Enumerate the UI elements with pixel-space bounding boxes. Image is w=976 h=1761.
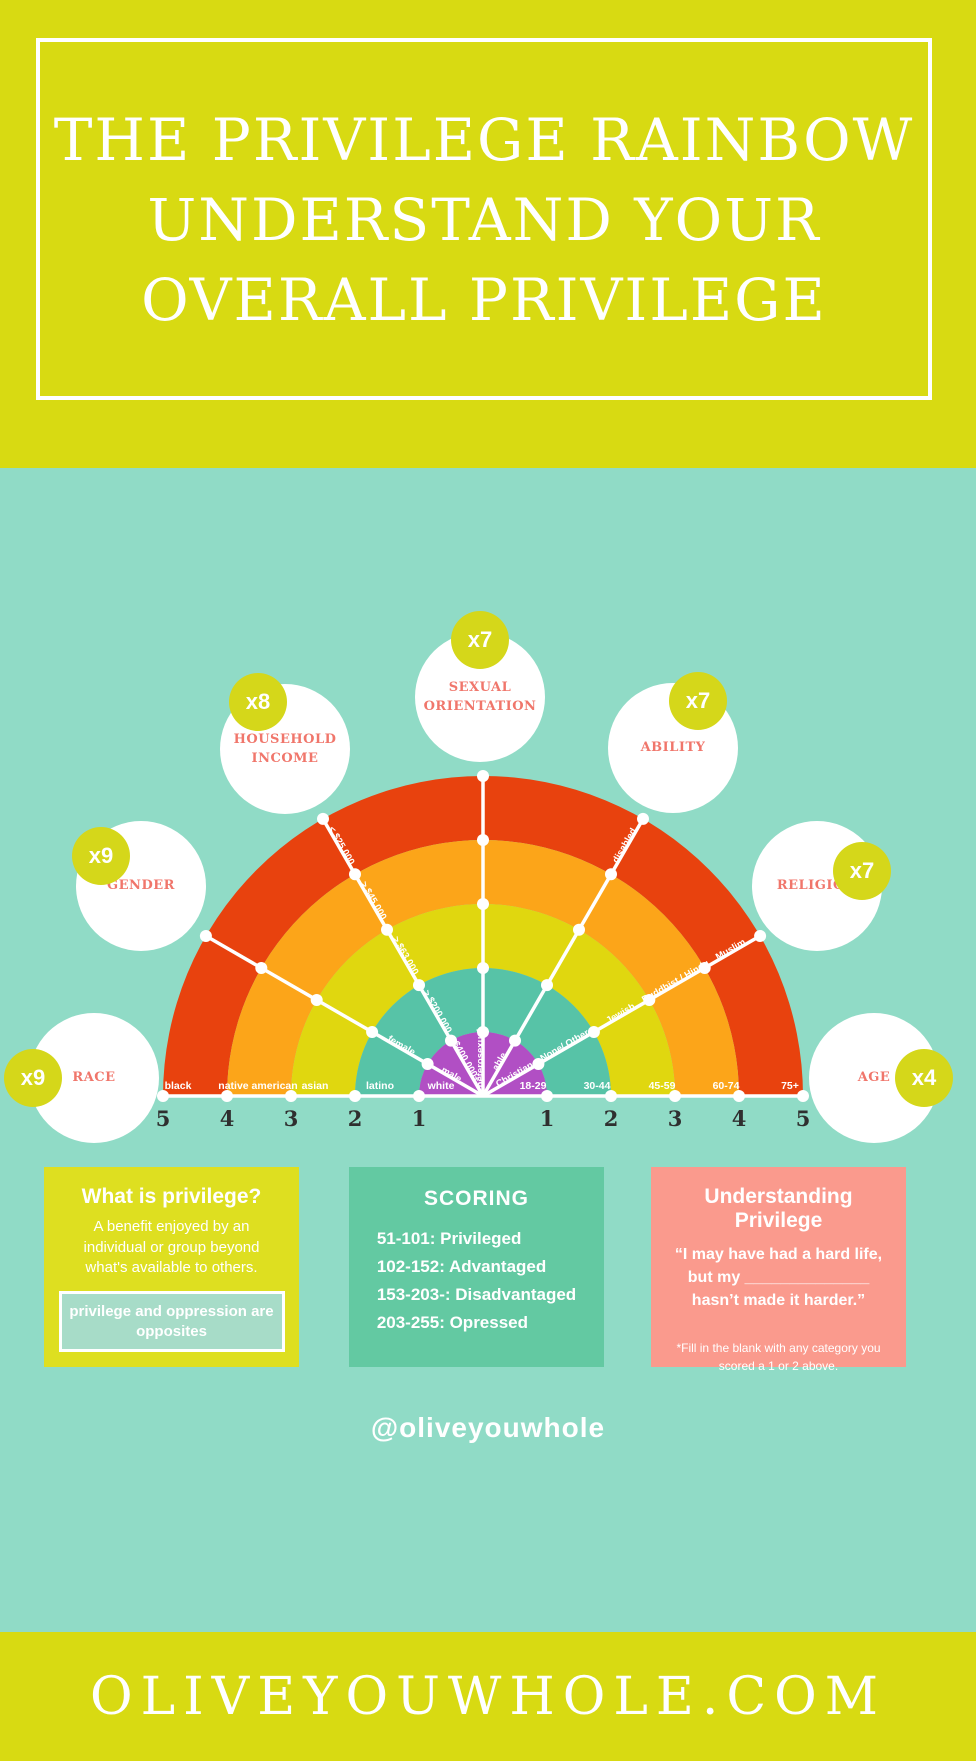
footer-banner: OLIVEYOUWHOLE.COM [0, 1632, 976, 1761]
multiplier-value: x9 [20, 1065, 46, 1090]
multiplier-badge-household-income: x8 [229, 673, 287, 731]
box-title: SCORING [423, 1187, 529, 1210]
understanding-privilege-box: Understanding Privilege “I may have had … [651, 1167, 906, 1373]
privilege-quote: “I may have had a hard life, but my ____… [674, 1246, 883, 1310]
scoring-line: 203-255: Opressed [376, 1313, 529, 1333]
category-label: GENDER [107, 878, 175, 894]
what-is-privilege-box: What is privilege? A benefit enjoyed by … [44, 1167, 299, 1367]
multiplier-badge-religion: x7 [833, 842, 891, 900]
multiplier-value: x4 [911, 1065, 937, 1090]
scoring-box: SCORING 51-101: Privileged 102-152: Adva… [349, 1167, 604, 1367]
scoring-line: 102-152: Advantaged [376, 1257, 547, 1277]
multiplier-badge-ability: x7 [669, 672, 727, 730]
multiplier-badge-gender: x9 [72, 827, 130, 885]
scoring-line: 51-101: Privileged [376, 1229, 522, 1248]
header-banner: THE PRIVILEGE RAINBOW UNDERSTAND YOUR OV… [0, 0, 976, 468]
multiplier-value: x8 [245, 689, 271, 714]
multiplier-value: x9 [88, 843, 114, 868]
scoring-line: 153-203-: Disadvantaged [376, 1285, 577, 1305]
scoring-lines: 51-101: Privileged 102-152: Advantaged 1… [377, 1225, 576, 1337]
multiplier-value: x7 [467, 627, 493, 652]
website-url: OLIVEYOUWHOLE.COM [89, 1666, 887, 1727]
multiplier-value: x7 [685, 688, 711, 713]
multiplier-badge-age: x4 [895, 1049, 953, 1107]
category-label: ABILITY [640, 740, 706, 756]
title-border-box: THE PRIVILEGE RAINBOW UNDERSTAND YOUR OV… [36, 38, 932, 400]
category-circle-gender: GENDER [76, 821, 206, 951]
category-label: RACE [72, 1070, 116, 1086]
category-label: AGE [857, 1070, 891, 1086]
box-body: A benefit enjoyed by an individual or gr… [83, 1218, 260, 1277]
title-line-3: OVERALL PRIVILEGE [141, 266, 827, 334]
category-label: SEXUAL ORIENTATION [423, 679, 537, 715]
multiplier-badge-race: x9 [4, 1049, 62, 1107]
title-line-1: THE PRIVILEGE RAINBOW [53, 106, 915, 174]
multiplier-value: x7 [849, 858, 875, 883]
title-line-2: UNDERSTAND YOUR [147, 186, 821, 254]
multiplier-badge-sexual-orientation: x7 [451, 611, 509, 669]
social-handle: @oliveyouwhole [370, 1412, 606, 1443]
category-label: HOUSEHOLD INCOME [233, 731, 337, 767]
box-title: What is privilege? [81, 1185, 262, 1208]
privilege-oppression-callout: privilege and oppression are opposites [58, 1291, 285, 1353]
page-title: THE PRIVILEGE RAINBOW UNDERSTAND YOUR OV… [40, 42, 928, 340]
box-title: Understanding Privilege [704, 1185, 853, 1232]
fill-in-blank-footnote: *Fill in the blank with any category you… [676, 1340, 881, 1373]
